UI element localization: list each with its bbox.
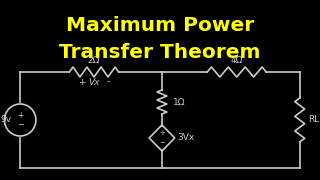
Text: Transfer Theorem: Transfer Theorem: [59, 42, 261, 62]
Text: 9v: 9v: [1, 116, 12, 125]
Text: Maximum Power: Maximum Power: [66, 15, 254, 35]
Text: 2Ω: 2Ω: [88, 55, 100, 64]
Text: -: -: [106, 78, 109, 87]
Text: 4Ω: 4Ω: [231, 55, 243, 64]
Text: +: +: [78, 78, 86, 87]
Text: +: +: [159, 130, 165, 136]
Text: +: +: [17, 111, 23, 120]
Text: −: −: [17, 120, 24, 129]
Text: Vx: Vx: [88, 78, 100, 87]
Text: RL: RL: [308, 116, 319, 125]
Text: −: −: [159, 140, 165, 146]
Text: 3Vx: 3Vx: [177, 134, 194, 143]
Text: 1Ω: 1Ω: [173, 98, 186, 107]
